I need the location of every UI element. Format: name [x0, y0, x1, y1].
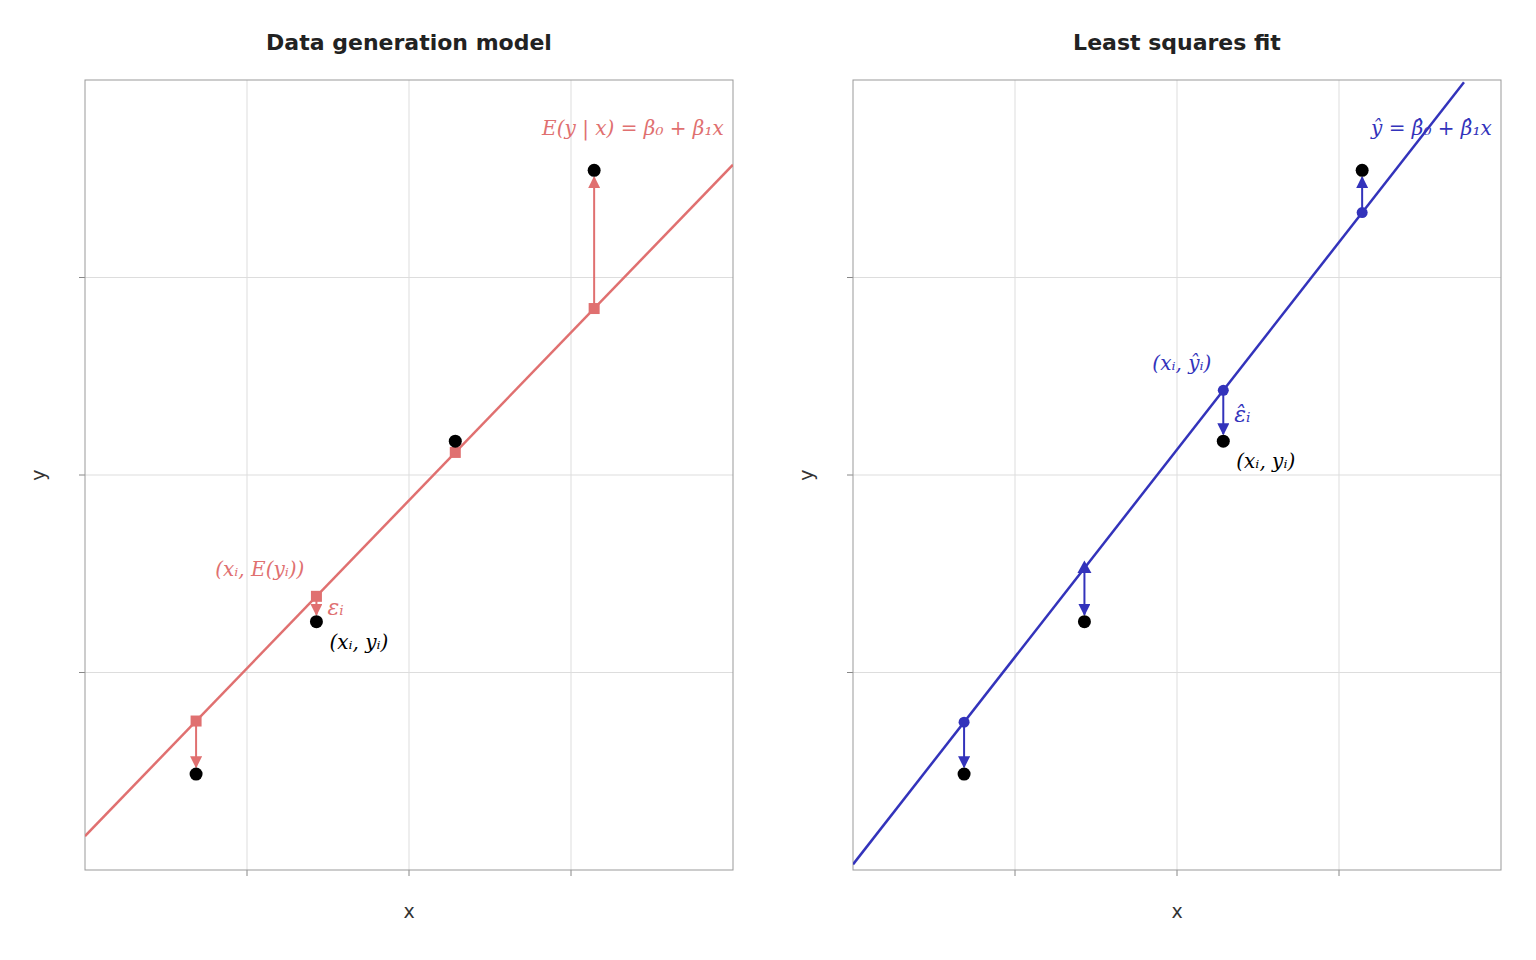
grid-line	[853, 277, 1501, 278]
annotation: ŷ = β̂₀ + β̂₁x	[1370, 116, 1492, 140]
annotation: (xᵢ, yᵢ)	[1236, 449, 1295, 473]
y-axis-label: y	[27, 469, 49, 480]
point-square	[311, 591, 322, 602]
x-axis-label: x	[1171, 900, 1182, 922]
x-tick	[247, 870, 248, 876]
data-point	[190, 768, 203, 781]
residual-arrow	[1083, 568, 1085, 615]
line	[85, 165, 733, 837]
point-square	[191, 716, 202, 727]
x-tick	[571, 870, 572, 876]
grid-line	[853, 475, 1501, 476]
point-circle	[1218, 385, 1229, 396]
x-tick	[1339, 870, 1340, 876]
y-tick	[847, 475, 853, 476]
residual-arrow	[593, 177, 595, 308]
data-point	[310, 615, 323, 628]
residual-arrow	[963, 722, 965, 767]
point-circle	[959, 717, 970, 728]
y-tick	[79, 277, 85, 278]
plot-frame	[853, 80, 1501, 870]
grid-line	[85, 277, 733, 278]
annotation: ε̂ᵢ	[1234, 402, 1250, 427]
x-tick	[409, 870, 410, 876]
point-square	[450, 447, 461, 458]
annotation: εᵢ	[327, 595, 343, 620]
point-circle	[1357, 207, 1368, 218]
panel: Data generation model x y (xᵢ, E(yᵢ)) εᵢ (xᵢ,…	[27, 30, 733, 922]
annotation: (xᵢ, yᵢ)	[329, 630, 388, 654]
point-square	[589, 303, 600, 314]
marks	[85, 164, 733, 836]
title: Least squares fit	[1073, 30, 1281, 55]
grid-line	[85, 672, 733, 673]
data-point	[1356, 164, 1369, 177]
chart-root: Data generation model x y (xᵢ, E(yᵢ)) εᵢ (xᵢ,…	[0, 0, 1536, 960]
y-tick	[847, 672, 853, 673]
marks	[853, 82, 1464, 864]
panel: Least squares fit x y (xᵢ, ŷᵢ) ε̂ᵢ (xᵢ, yᵢ) ŷ …	[795, 30, 1501, 922]
residual-arrow	[1222, 390, 1224, 434]
data-point	[958, 768, 971, 781]
x-tick	[1015, 870, 1016, 876]
data-point	[1078, 615, 1091, 628]
point-triangle	[1077, 561, 1091, 574]
grid-line	[85, 475, 733, 476]
data-point	[1217, 435, 1230, 448]
y-axis-label: y	[795, 469, 817, 480]
data-point	[588, 164, 601, 177]
y-tick	[79, 475, 85, 476]
x-tick	[1177, 870, 1178, 876]
grid-line	[853, 672, 1501, 673]
y-tick	[79, 672, 85, 673]
line	[853, 82, 1464, 864]
x-axis-label: x	[403, 900, 414, 922]
data-point	[449, 435, 462, 448]
residual-arrow	[195, 721, 197, 767]
plot-frame	[85, 80, 733, 870]
title: Data generation model	[266, 30, 552, 55]
annotation: (xᵢ, ŷᵢ)	[1152, 351, 1211, 375]
y-tick	[847, 277, 853, 278]
annotation: (xᵢ, E(yᵢ))	[215, 557, 304, 581]
annotation: E(y | x) = β₀ + β₁x	[541, 116, 724, 141]
